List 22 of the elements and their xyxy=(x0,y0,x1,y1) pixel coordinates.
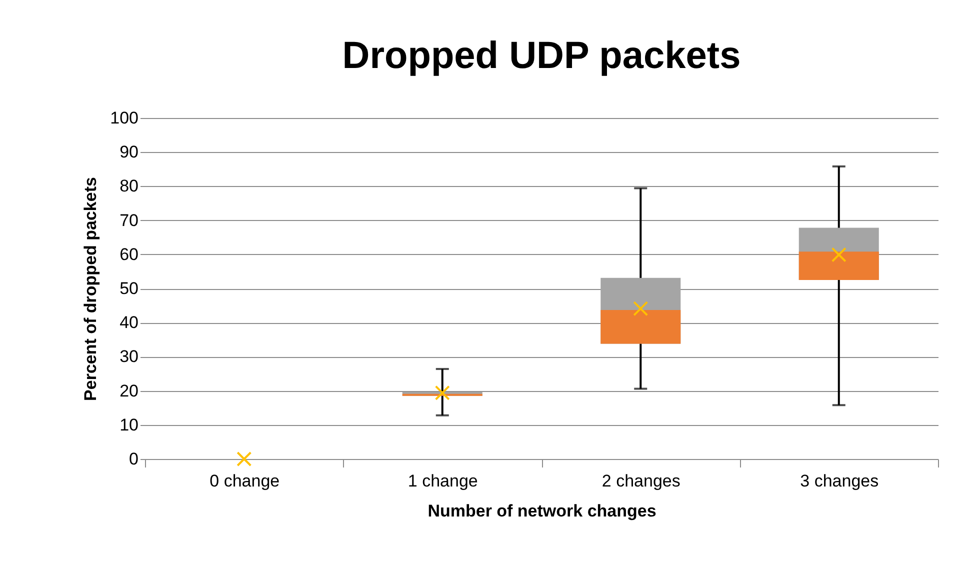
y-tick-label: 60 xyxy=(120,244,138,264)
point xyxy=(633,301,648,316)
point xyxy=(434,385,450,400)
point xyxy=(831,247,846,262)
x-tick-label: 0 change xyxy=(210,472,280,490)
x-axis-title: Number of network changes xyxy=(428,502,656,520)
y-tick-label: 90 xyxy=(120,142,138,162)
point xyxy=(236,451,252,467)
y-tick-label: 50 xyxy=(120,279,138,298)
x-tick-label: 2 changes xyxy=(602,472,680,490)
y-tick-label: 70 xyxy=(120,210,138,230)
x-tick-label: 3 changes xyxy=(800,472,879,490)
y-axis-title: Percent of dropped packets xyxy=(81,177,100,401)
y-tick-label: 20 xyxy=(120,381,138,400)
y-tick-label: 0 xyxy=(129,450,138,468)
y-tick-label: 80 xyxy=(120,176,138,196)
y-tick-label: 100 xyxy=(110,108,138,128)
y-tick-label: 10 xyxy=(120,415,138,434)
x-tick-label: 1 change xyxy=(408,472,478,490)
y-tick-label: 40 xyxy=(120,313,138,332)
chart-title: Dropped UDP packets xyxy=(342,35,741,77)
y-tick-label: 30 xyxy=(120,347,138,366)
